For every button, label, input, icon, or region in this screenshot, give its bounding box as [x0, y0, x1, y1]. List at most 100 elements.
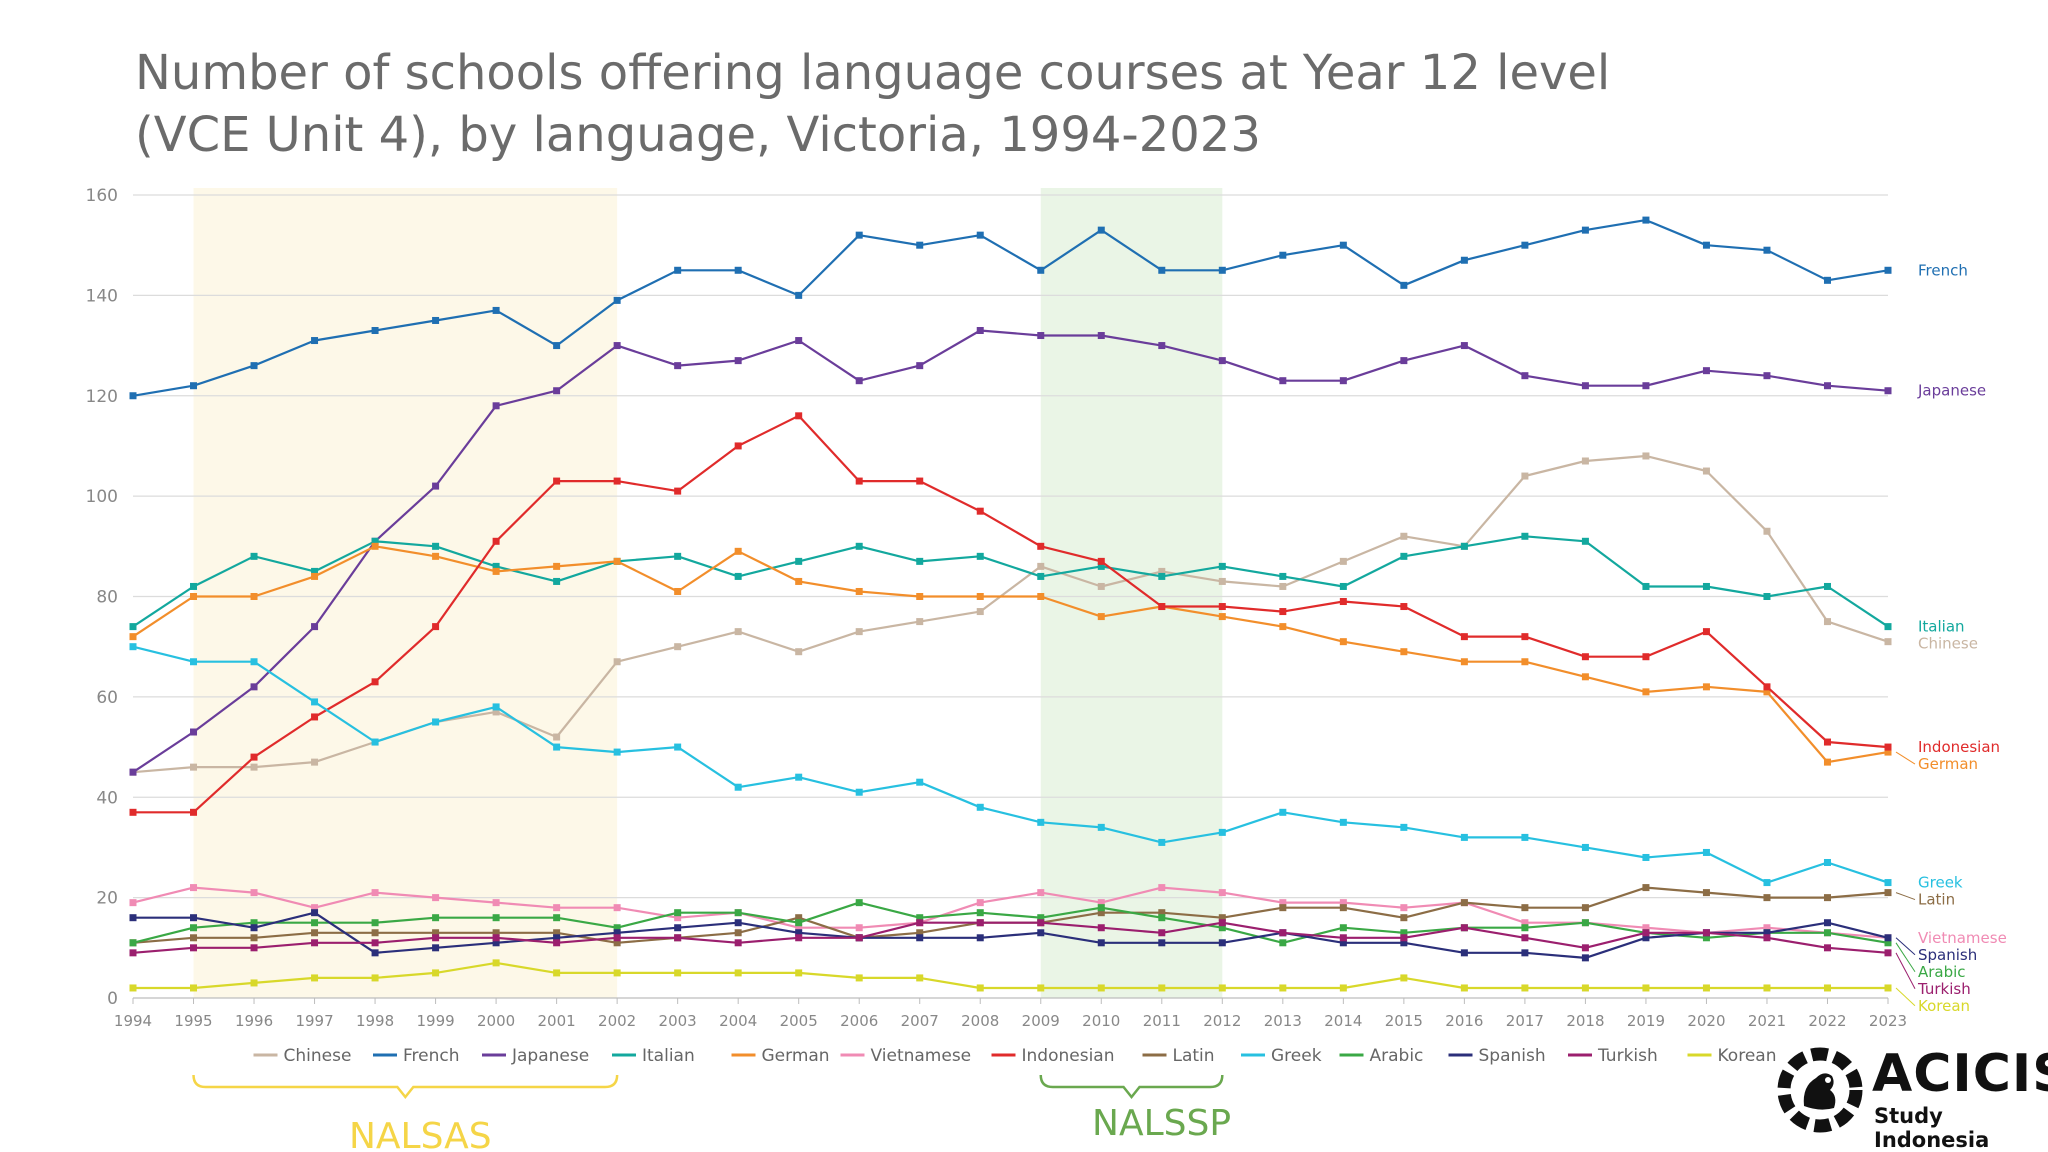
data-point-turkish	[1884, 949, 1892, 957]
legend-label-vietnamese: Vietnamese	[871, 1046, 972, 1066]
end-label-chinese: Chinese	[1918, 635, 1978, 653]
x-tick-label: 2012	[1203, 1012, 1241, 1030]
data-point-german	[1037, 593, 1045, 600]
data-point-italian	[250, 552, 258, 560]
chart-title-line-2: (VCE Unit 4), by language, Victoria, 199…	[135, 107, 1261, 163]
data-point-chinese	[492, 708, 500, 716]
data-point-german	[1763, 688, 1771, 696]
data-point-chinese	[734, 628, 742, 636]
data-point-greek	[1158, 838, 1166, 846]
series-line-french	[132, 219, 1889, 397]
legend-label-indonesian: Indonesian	[1022, 1046, 1115, 1066]
x-tick-label: 2002	[598, 1012, 636, 1030]
data-point-korean	[1339, 984, 1347, 992]
brand-tagline: Study Indonesia	[1874, 1104, 1990, 1152]
data-point-spanish	[1400, 939, 1408, 947]
data-point-spanish	[976, 934, 984, 942]
data-point-french	[1037, 266, 1045, 274]
data-point-german	[129, 633, 137, 641]
data-point-japanese	[1823, 382, 1831, 390]
x-tick-label: 2011	[1143, 1012, 1181, 1030]
data-point-indonesian	[1763, 683, 1771, 691]
y-axis-ticks: 0 20 40 60 80 100 120 140 160	[86, 186, 118, 1009]
data-point-arabic	[129, 939, 137, 947]
data-point-greek	[855, 788, 863, 796]
data-point-japanese	[553, 387, 561, 395]
data-point-indonesian	[1037, 542, 1045, 550]
data-point-french	[1763, 246, 1771, 254]
data-point-vietnamese	[129, 899, 137, 907]
data-point-turkish	[371, 939, 379, 947]
series-line-korean	[133, 961, 1888, 990]
data-point-arabic	[674, 909, 682, 917]
data-point-japanese	[1097, 332, 1105, 340]
data-point-spanish	[734, 919, 742, 927]
data-point-french	[1400, 281, 1408, 289]
data-point-turkish	[674, 934, 682, 942]
series-line-turkish	[132, 921, 1889, 954]
data-point-japanese	[916, 362, 924, 370]
data-point-korean	[492, 959, 500, 967]
x-tick-label: 2008	[961, 1012, 999, 1030]
data-point-latin	[432, 929, 440, 937]
data-point-arabic	[1400, 929, 1408, 937]
data-point-german	[1823, 758, 1831, 766]
data-point-korean	[432, 969, 440, 977]
data-point-indonesian	[553, 477, 561, 485]
data-point-turkish	[1642, 929, 1650, 937]
data-point-japanese	[1521, 372, 1529, 380]
data-point-spanish	[1037, 929, 1045, 937]
data-point-indonesian	[1400, 603, 1408, 611]
data-point-japanese	[1702, 367, 1710, 375]
data-point-indonesian	[129, 808, 137, 816]
data-point-turkish	[613, 934, 621, 942]
data-point-korean	[1521, 984, 1529, 992]
data-point-japanese	[1642, 382, 1650, 390]
data-point-french	[371, 327, 379, 335]
data-point-french	[311, 337, 319, 345]
data-point-italian	[1521, 532, 1529, 540]
data-point-vietnamese	[311, 904, 319, 912]
data-point-latin	[553, 929, 561, 937]
x-tick-label: 2018	[1566, 1012, 1604, 1030]
data-point-chinese	[855, 628, 863, 636]
data-point-chinese	[1097, 582, 1105, 590]
end-label-japanese: Japanese	[1917, 382, 1986, 400]
data-point-french	[795, 291, 803, 299]
x-tick-label: 2022	[1808, 1012, 1846, 1030]
data-point-indonesian	[311, 713, 319, 721]
data-point-italian	[1339, 582, 1347, 590]
y-tick-label: 120	[86, 387, 118, 407]
data-point-italian	[1037, 572, 1045, 580]
end-label-leader-arabic	[1895, 942, 1916, 973]
data-point-latin	[916, 929, 924, 937]
end-label-french: French	[1918, 261, 1968, 279]
data-point-japanese	[1400, 357, 1408, 365]
data-point-italian	[129, 623, 137, 631]
data-point-korean	[1702, 984, 1710, 992]
series-line-italian	[132, 535, 1889, 628]
data-point-greek	[734, 783, 742, 791]
data-point-french	[1521, 241, 1529, 249]
data-point-german	[492, 567, 500, 575]
policy-bracket-nalsas	[192, 1074, 619, 1100]
data-point-vietnamese	[553, 904, 561, 912]
data-point-turkish	[1581, 944, 1589, 952]
data-point-spanish	[1763, 929, 1771, 937]
data-point-german	[1339, 638, 1347, 646]
data-point-turkish	[1097, 924, 1105, 932]
data-point-vietnamese	[1037, 889, 1045, 897]
data-point-vietnamese	[432, 894, 440, 902]
data-point-arabic	[1823, 929, 1831, 937]
data-point-greek	[674, 743, 682, 751]
data-point-french	[1460, 256, 1468, 264]
data-point-indonesian	[190, 808, 198, 816]
data-point-turkish	[1823, 944, 1831, 952]
data-point-greek	[795, 773, 803, 781]
data-point-turkish	[1460, 924, 1468, 932]
data-point-turkish	[1158, 929, 1166, 937]
data-point-japanese	[492, 402, 500, 410]
data-point-japanese	[129, 768, 137, 776]
data-point-chinese	[976, 608, 984, 616]
legend-label-japanese: Japanese	[511, 1046, 589, 1066]
